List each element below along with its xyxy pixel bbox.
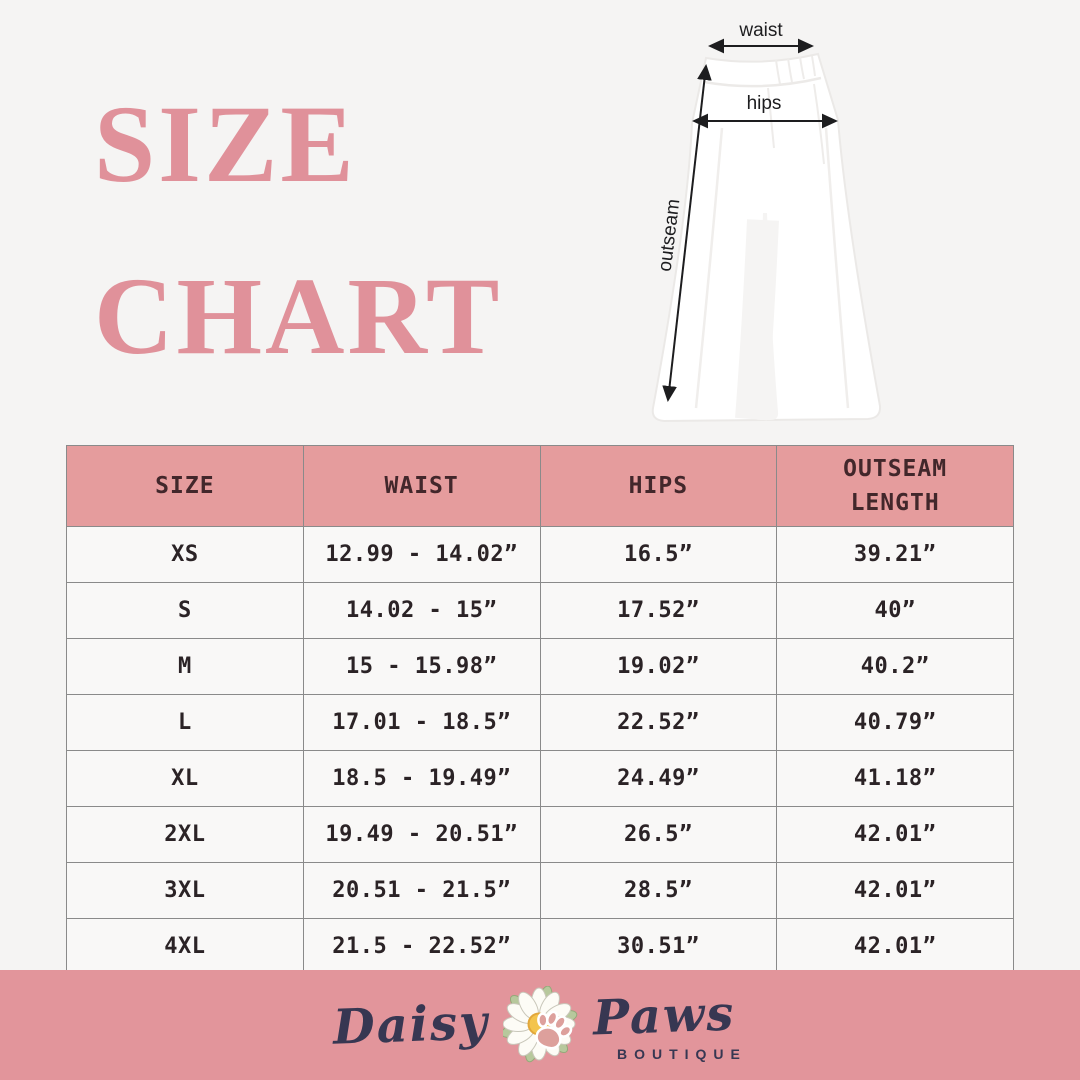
brand-word-daisy: Daisy [332, 994, 490, 1056]
table-row: M 15 - 15.98” 19.02” 40.2” [66, 638, 1014, 695]
table-cell: 12.99 - 14.02” [302, 526, 541, 583]
table-cell: 40” [776, 582, 1014, 639]
table-cell: 19.49 - 20.51” [302, 806, 541, 863]
page-title: SIZE CHART [94, 58, 502, 402]
table-cell: 20.51 - 21.5” [302, 862, 541, 919]
table-cell: L [66, 694, 304, 751]
column-header: OUTSEAM LENGTH [776, 445, 1014, 527]
table-cell: 21.5 - 22.52” [302, 918, 541, 975]
table-cell: 17.01 - 18.5” [302, 694, 541, 751]
table-row: XS 12.99 - 14.02” 16.5” 39.21” [66, 526, 1014, 583]
size-chart-table: SIZE WAIST HIPS OUTSEAM LENGTH XS 12.99 - 14… [66, 445, 1014, 975]
table-cell: 41.18” [776, 750, 1014, 807]
table-cell: S [66, 582, 304, 639]
table-header-row: SIZE WAIST HIPS OUTSEAM LENGTH [66, 445, 1014, 527]
table-row: L 17.01 - 18.5” 22.52” 40.79” [66, 694, 1014, 751]
table-cell: 15 - 15.98” [302, 638, 541, 695]
table-cell: M [66, 638, 304, 695]
table-cell: 3XL [66, 862, 304, 919]
paw-print [535, 1010, 573, 1050]
table-cell: 19.02” [539, 638, 778, 695]
table-cell: 14.02 - 15” [302, 582, 541, 639]
table-cell: 42.01” [776, 806, 1014, 863]
column-header: HIPS [539, 445, 778, 527]
table-cell: 30.51” [539, 918, 778, 975]
column-header: SIZE [66, 445, 304, 527]
table-cell: 16.5” [539, 526, 778, 583]
brand-logo: Daisy [332, 985, 747, 1064]
daisy-paw-icon [502, 986, 578, 1063]
outseam-arrow [662, 64, 712, 402]
pants-diagram: waist hips outseam [618, 8, 920, 450]
hips-label: hips [747, 93, 782, 114]
table-cell: 42.01” [776, 918, 1014, 975]
column-header: WAIST [302, 445, 541, 527]
table-cell: 28.5” [539, 862, 778, 919]
pants-illustration: waist hips outseam [651, 20, 882, 423]
table-cell: 18.5 - 19.49” [302, 750, 541, 807]
table-cell: 2XL [66, 806, 304, 863]
table-row: 3XL 20.51 - 21.5” 28.5” 42.01” [66, 862, 1014, 919]
table-row: S 14.02 - 15” 17.52” 40” [66, 582, 1014, 639]
waist-label: waist [738, 20, 783, 41]
brand-word-paws: Paws [592, 985, 737, 1047]
table-row: XL 18.5 - 19.49” 24.49” 41.18” [66, 750, 1014, 807]
table-row: 2XL 19.49 - 20.51” 26.5” 42.01” [66, 806, 1014, 863]
table-cell: 39.21” [776, 526, 1014, 583]
footer-bar: Daisy [0, 970, 1080, 1080]
table-cell: 4XL [66, 918, 304, 975]
table-cell: 26.5” [539, 806, 778, 863]
table-cell: 42.01” [776, 862, 1014, 919]
table-cell: XS [66, 526, 304, 583]
table-cell: 22.52” [539, 694, 778, 751]
page-title-line1: SIZE [94, 83, 357, 205]
table-cell: 17.52” [539, 582, 778, 639]
table-cell: XL [66, 750, 304, 807]
table-cell: 40.2” [776, 638, 1014, 695]
table-row: 4XL 21.5 - 22.52” 30.51” 42.01” [66, 918, 1014, 975]
page-title-line2: CHART [94, 255, 503, 377]
table-cell: 24.49” [539, 750, 778, 807]
brand-subtitle: BOUTIQUE [616, 1046, 747, 1062]
table-cell: 40.79” [776, 694, 1014, 751]
